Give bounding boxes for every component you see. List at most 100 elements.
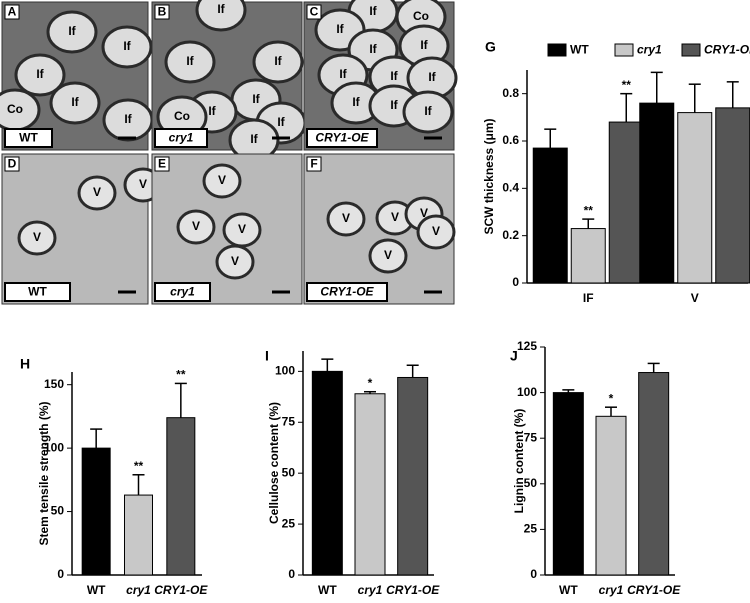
legend-label: WT xyxy=(570,43,589,57)
y-tick-label: 150 xyxy=(44,377,64,391)
bar xyxy=(166,417,196,576)
cell-label: If xyxy=(124,112,132,126)
y-tick-label: 0.2 xyxy=(502,228,519,242)
cell-label: Co xyxy=(7,102,23,116)
legend-swatch xyxy=(614,43,634,57)
panel-letter: D xyxy=(8,157,17,171)
cell-label: V xyxy=(238,222,246,236)
y-tick-label: 50 xyxy=(51,504,65,518)
legend-label: cry1 xyxy=(637,43,662,57)
genotype-label: WT xyxy=(19,131,38,145)
legend-swatch xyxy=(681,43,701,57)
y-tick-label: 0 xyxy=(288,567,295,581)
panel-letter: I xyxy=(265,348,269,364)
cell-label: If xyxy=(390,98,398,112)
y-tick-label: 25 xyxy=(282,516,296,530)
panel-letter-box xyxy=(306,4,322,20)
cell-label: If xyxy=(369,42,377,56)
cell-label: If xyxy=(217,2,225,16)
cell-label: V xyxy=(432,224,440,238)
cell-label: If xyxy=(369,4,377,18)
genotype-box xyxy=(154,128,208,148)
cell xyxy=(101,25,153,69)
cell-label: If xyxy=(123,39,131,53)
cell-label: If xyxy=(252,92,260,106)
y-axis-label: Stem tensile strength (%) xyxy=(37,401,51,545)
bar xyxy=(397,376,429,576)
panel-letter: B xyxy=(158,5,167,19)
cell xyxy=(17,220,57,256)
legend-swatch xyxy=(547,43,567,57)
legend-label: CRY1-OE xyxy=(704,43,750,57)
significance: * xyxy=(368,376,373,390)
y-tick-label: 0.8 xyxy=(502,86,519,100)
cell xyxy=(49,81,101,125)
y-tick-label: 100 xyxy=(517,385,537,399)
x-tick-label: WT xyxy=(559,583,578,597)
bar xyxy=(81,447,111,576)
x-tick-label: CRY1-OE xyxy=(627,583,681,597)
cell-label: V xyxy=(384,248,392,262)
cell-label: V xyxy=(139,177,147,191)
cell-label: If xyxy=(428,70,436,84)
significance: ** xyxy=(622,78,632,92)
bar xyxy=(638,372,670,576)
panel-letter: A xyxy=(8,5,17,19)
cell xyxy=(176,209,216,245)
cell-label: If xyxy=(420,38,428,52)
x-tick-label: V xyxy=(691,291,699,305)
significance: ** xyxy=(584,203,594,217)
bar xyxy=(311,370,343,576)
cell-label: V xyxy=(231,254,239,268)
cell xyxy=(202,163,242,199)
panel-letter-box xyxy=(154,4,170,20)
significance: ** xyxy=(134,459,144,473)
genotype-box xyxy=(154,282,211,302)
bar xyxy=(532,147,568,284)
cell-label: Co xyxy=(413,9,429,23)
cell xyxy=(14,53,66,97)
y-tick-label: 75 xyxy=(524,430,538,444)
cell-label: If xyxy=(71,95,79,109)
genotype-label: CRY1-OE xyxy=(320,285,374,299)
cell xyxy=(368,238,408,274)
significance: * xyxy=(609,391,614,405)
cell xyxy=(77,175,117,211)
bar xyxy=(124,494,153,576)
bar xyxy=(639,102,675,284)
cell-label: V xyxy=(33,230,41,244)
cell-label: If xyxy=(186,54,194,68)
y-tick-label: 0.6 xyxy=(502,133,519,147)
y-axis-label: Cellulose content (%) xyxy=(267,402,281,524)
y-tick-label: 0 xyxy=(530,567,537,581)
y-tick-label: 50 xyxy=(524,476,538,490)
cell xyxy=(252,40,304,84)
y-tick-label: 0.4 xyxy=(502,181,519,195)
genotype-box xyxy=(306,128,378,148)
genotype-label: cry1 xyxy=(170,285,195,299)
cell xyxy=(164,40,216,84)
x-tick-label: CRY1-OE xyxy=(154,583,208,597)
cell-label: If xyxy=(390,69,398,83)
cell xyxy=(326,201,366,237)
genotype-label: cry1 xyxy=(169,131,194,145)
bar xyxy=(354,393,386,576)
cell-label: V xyxy=(342,211,350,225)
cell-label: V xyxy=(420,206,428,220)
y-tick-label: 0 xyxy=(57,567,64,581)
genotype-box xyxy=(4,128,53,148)
bar xyxy=(715,107,750,284)
bar xyxy=(608,121,644,284)
y-axis-label: SCW thickness (μm) xyxy=(482,118,496,234)
cell-label: Co xyxy=(174,109,190,123)
y-tick-label: 0 xyxy=(512,275,519,289)
panel-letter: F xyxy=(310,157,317,171)
panel-letter: E xyxy=(158,157,166,171)
cell xyxy=(416,214,456,250)
panel-letter: J xyxy=(510,348,518,364)
cell-label: If xyxy=(208,104,216,118)
cell xyxy=(195,0,247,32)
panel-letter: G xyxy=(485,39,496,55)
bar xyxy=(552,392,584,576)
genotype-box xyxy=(4,282,71,302)
